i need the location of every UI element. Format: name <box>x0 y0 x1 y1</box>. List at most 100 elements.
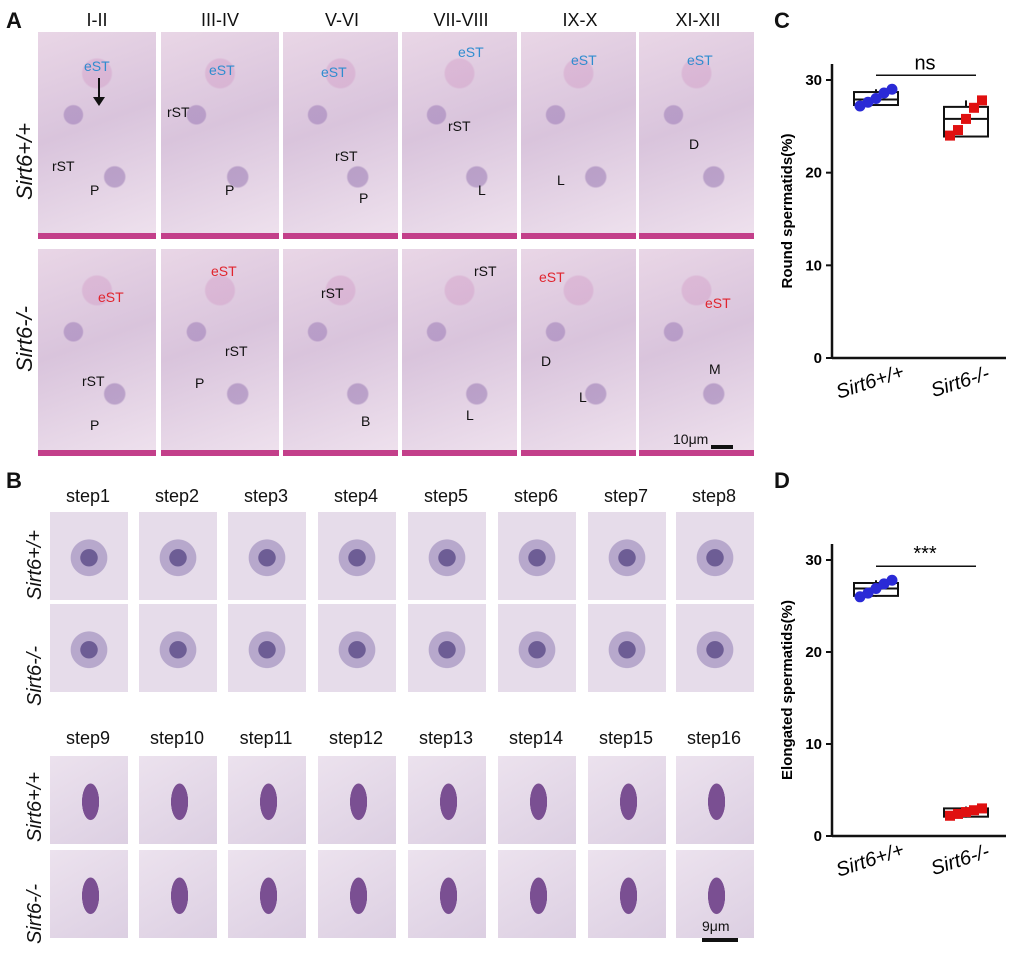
data-point <box>886 574 898 586</box>
y-axis-label: Elongated spermatids(%) <box>779 600 796 780</box>
cell-micrograph <box>318 512 396 600</box>
step-label: step16 <box>686 728 742 748</box>
x-category-label: Sirt6+/+ <box>833 361 906 404</box>
cell-label: rST <box>321 285 344 301</box>
cell-micrograph <box>498 850 576 938</box>
data-point <box>945 130 955 141</box>
y-tick-label: 30 <box>805 552 822 569</box>
y-tick-label: 10 <box>805 257 822 274</box>
stage-header: I-II <box>86 10 108 30</box>
cell-label: eST <box>571 52 597 68</box>
data-point <box>870 583 882 595</box>
step-label: step15 <box>598 728 654 748</box>
cell-micrograph <box>50 850 128 938</box>
y-axis-label: Round spermatids(%) <box>779 133 796 288</box>
step-label: step3 <box>243 486 289 506</box>
data-point <box>969 102 979 113</box>
cell-micrograph <box>139 756 217 844</box>
cell-label: rST <box>474 263 497 279</box>
cell-micrograph <box>50 512 128 600</box>
stage-header: IX-X <box>562 10 598 30</box>
cell-label: eST <box>687 52 713 68</box>
cell-micrograph <box>408 512 486 600</box>
row-label-wt: Sirt6+/+ <box>24 529 46 600</box>
cell-micrograph <box>588 604 666 692</box>
cell-micrograph <box>408 604 486 692</box>
data-point <box>862 587 874 599</box>
histology-tile-wt-6: eST D <box>639 32 754 239</box>
arrow-icon <box>93 78 105 106</box>
step-label: step4 <box>333 486 379 506</box>
row-label-ko: Sirt6-/- <box>12 306 37 372</box>
cell-micrograph <box>498 756 576 844</box>
cell-label: D <box>689 136 700 152</box>
cell-micrograph <box>408 850 486 938</box>
row-label-ko: Sirt6-/- <box>24 884 46 944</box>
cell-label: P <box>359 190 369 206</box>
cell-label: eST <box>321 64 347 80</box>
panel-letter-b: B <box>6 468 22 493</box>
cell-micrograph <box>228 756 306 844</box>
step-label: step7 <box>603 486 649 506</box>
cell-micrograph <box>228 604 306 692</box>
histology-tile-ko-2: eST rST P <box>161 249 279 456</box>
step-label: step10 <box>149 728 205 748</box>
cell-label: eST <box>539 269 565 285</box>
cell-label: eST <box>84 58 110 74</box>
panel-letter-c: C <box>774 8 790 33</box>
cell-micrograph <box>139 850 217 938</box>
cell-micrograph <box>676 756 754 844</box>
histology-tile-ko-5: eST D L <box>521 249 636 456</box>
panel-letter-d: D <box>774 468 790 493</box>
data-point <box>977 803 987 814</box>
chart-elongated-spermatids: 0 10 20 30 Elongated spermatids(%) Sirt6+/+ Si… <box>779 543 1006 882</box>
step-label: step14 <box>508 728 564 748</box>
cell-label: L <box>557 172 565 188</box>
cell-micrograph <box>588 850 666 938</box>
data-point <box>977 95 987 106</box>
y-tick-label: 0 <box>814 350 822 367</box>
cell-label: rST <box>52 158 75 174</box>
step-label: step5 <box>423 486 469 506</box>
cell-label: P <box>90 182 100 198</box>
y-tick-label: 20 <box>805 644 822 661</box>
data-point <box>953 125 963 136</box>
cell-micrograph <box>676 850 754 938</box>
x-category-label: Sirt6-/- <box>928 362 992 402</box>
histology-tile-wt-2: eST rST P <box>161 32 279 239</box>
data-point <box>945 810 955 821</box>
cell-label: eST <box>209 62 235 78</box>
cell-label: L <box>478 182 486 198</box>
cell-label: rST <box>335 148 358 164</box>
cell-micrograph <box>588 512 666 600</box>
cell-micrograph <box>139 604 217 692</box>
cell-micrograph <box>228 850 306 938</box>
x-category-label: Sirt6-/- <box>928 840 992 880</box>
cell-label: P <box>195 375 205 391</box>
cell-label: P <box>225 182 235 198</box>
cell-micrograph <box>676 512 754 600</box>
cell-micrograph <box>318 850 396 938</box>
cell-micrograph <box>50 756 128 844</box>
cell-label: M <box>709 361 721 377</box>
cell-micrograph <box>498 512 576 600</box>
y-tick-label: 30 <box>805 72 822 89</box>
step-label: step2 <box>154 486 200 506</box>
histology-tile-ko-6: eST M 10μm <box>639 249 754 456</box>
cell-micrograph <box>588 756 666 844</box>
stage-header: V-VI <box>324 10 359 30</box>
row-label-ko: Sirt6-/- <box>24 646 46 706</box>
data-point <box>961 113 971 124</box>
cell-label: L <box>579 389 587 405</box>
histology-tile-wt-3: eST rST P <box>283 32 398 239</box>
step-label: step8 <box>691 486 737 506</box>
step-label: step12 <box>328 728 384 748</box>
cell-micrograph <box>408 756 486 844</box>
histology-tile-ko-3: rST B <box>283 249 398 456</box>
stage-header: XI-XII <box>675 10 721 30</box>
cell-micrograph <box>676 604 754 692</box>
scale-bar <box>702 938 738 942</box>
cell-micrograph <box>318 604 396 692</box>
cell-micrograph <box>318 756 396 844</box>
step-label: step1 <box>65 486 111 506</box>
